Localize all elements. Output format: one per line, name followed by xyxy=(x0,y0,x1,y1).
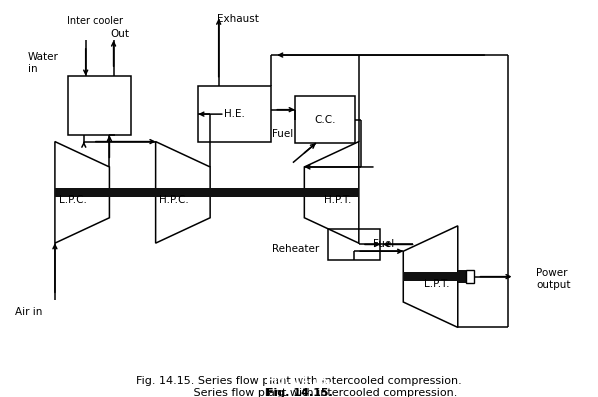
Text: H.P.T.: H.P.T. xyxy=(324,195,351,205)
Text: H.E.: H.E. xyxy=(224,109,245,119)
Bar xyxy=(466,270,474,283)
Bar xyxy=(199,86,271,142)
Text: Reheater: Reheater xyxy=(272,243,319,254)
Text: Series flow plant with intercooled compression.: Series flow plant with intercooled compr… xyxy=(141,388,457,397)
Text: Exhaust: Exhaust xyxy=(217,14,259,24)
Text: Fig. 14.15.: Fig. 14.15. xyxy=(266,376,332,386)
Bar xyxy=(295,96,355,143)
Text: L.P.C.: L.P.C. xyxy=(59,195,87,205)
Text: Air in: Air in xyxy=(14,307,42,318)
Bar xyxy=(403,272,458,281)
Text: Fig. 14.15. Series flow plant with intercooled compression.: Fig. 14.15. Series flow plant with inter… xyxy=(136,376,462,386)
Bar xyxy=(55,188,359,197)
Text: H.P.C.: H.P.C. xyxy=(159,195,189,205)
Text: Out: Out xyxy=(110,29,129,39)
Text: L.P.T.: L.P.T. xyxy=(424,279,449,289)
Text: Fuel: Fuel xyxy=(373,239,394,249)
Bar xyxy=(68,76,132,135)
Text: Fig. 14.15.: Fig. 14.15. xyxy=(266,388,332,397)
Text: Power
output: Power output xyxy=(536,268,570,290)
Bar xyxy=(328,229,380,260)
Text: Water
in: Water in xyxy=(28,52,59,74)
Text: Fuel: Fuel xyxy=(272,129,294,139)
Text: C.C.: C.C. xyxy=(315,115,336,125)
Bar xyxy=(458,270,466,283)
Text: Inter cooler: Inter cooler xyxy=(66,16,123,26)
